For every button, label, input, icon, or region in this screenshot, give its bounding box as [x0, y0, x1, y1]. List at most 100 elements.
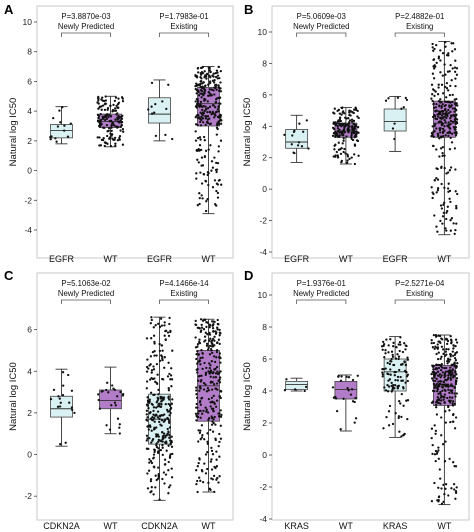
data-point	[437, 486, 440, 489]
data-point	[210, 423, 214, 426]
data-point	[169, 330, 172, 334]
box-iqr	[285, 129, 309, 149]
comparison-label: Existing	[406, 289, 433, 298]
data-point	[156, 450, 160, 453]
data-point	[106, 142, 109, 145]
data-point	[206, 348, 210, 351]
data-points	[430, 333, 459, 505]
data-point	[212, 474, 216, 478]
data-point	[396, 96, 400, 99]
data-point	[441, 110, 444, 113]
data-point	[450, 104, 453, 107]
data-point	[437, 334, 440, 337]
data-point	[218, 455, 221, 458]
data-point	[354, 106, 357, 109]
data-point	[212, 394, 215, 398]
data-point	[195, 419, 198, 422]
data-point	[296, 144, 300, 147]
data-point	[157, 402, 160, 406]
data-point	[200, 436, 204, 439]
data-point	[430, 377, 434, 380]
data-point	[398, 400, 401, 403]
data-point	[455, 392, 458, 395]
data-point	[152, 453, 156, 456]
data-point	[59, 443, 62, 446]
data-point	[154, 414, 157, 417]
data-point	[148, 398, 151, 401]
data-point	[117, 97, 120, 100]
data-point	[381, 367, 384, 371]
data-point	[199, 429, 202, 432]
data-point	[212, 72, 215, 75]
data-point	[434, 432, 437, 435]
data-point	[402, 106, 405, 109]
data-point	[444, 121, 447, 124]
data-point	[121, 99, 125, 103]
data-point	[339, 152, 343, 156]
data-point	[214, 376, 218, 379]
data-point	[445, 217, 448, 221]
data-point	[213, 490, 216, 494]
data-point	[452, 482, 456, 486]
data-point	[396, 379, 400, 382]
data-point	[211, 453, 215, 456]
data-point	[98, 407, 102, 410]
data-point	[352, 111, 355, 115]
data-point	[195, 92, 198, 95]
data-point	[444, 41, 447, 44]
data-point	[450, 391, 454, 395]
data-point	[161, 349, 164, 352]
data-point	[385, 338, 388, 341]
data-point	[383, 386, 386, 389]
box-wt	[97, 366, 125, 435]
data-point	[214, 423, 217, 426]
data-point	[292, 130, 296, 134]
data-point	[160, 324, 164, 327]
data-point	[156, 410, 160, 413]
data-point	[455, 73, 459, 76]
data-point	[454, 190, 457, 193]
data-point	[392, 384, 395, 387]
data-point	[167, 419, 171, 423]
data-point	[194, 84, 197, 88]
data-point	[216, 183, 220, 186]
data-point	[115, 104, 118, 107]
data-point	[386, 383, 389, 387]
data-point	[61, 394, 65, 397]
data-point	[153, 420, 156, 423]
data-point	[454, 107, 457, 111]
data-point	[158, 498, 161, 501]
data-point	[213, 360, 217, 364]
data-point	[104, 99, 108, 102]
data-point	[160, 400, 163, 403]
category-label: EGFR	[49, 254, 75, 264]
data-point	[454, 491, 458, 495]
data-point	[168, 433, 171, 437]
box-iqr	[50, 395, 73, 418]
box-mutant	[383, 95, 409, 152]
data-point	[196, 362, 199, 365]
data-point	[356, 109, 359, 113]
data-point	[206, 440, 209, 443]
data-point	[198, 338, 201, 341]
data-point	[198, 202, 201, 206]
y-tick-label: -2	[24, 195, 32, 205]
data-point	[158, 359, 162, 362]
data-point	[331, 386, 335, 389]
data-point	[207, 91, 211, 94]
data-point	[435, 102, 438, 106]
comparison-label: Newly Predicted	[293, 22, 349, 31]
data-point	[206, 321, 209, 324]
data-point	[204, 108, 208, 111]
data-point	[440, 121, 444, 125]
y-tick-label: -4	[259, 247, 267, 257]
data-point	[391, 388, 394, 391]
data-point	[216, 196, 220, 199]
data-point	[112, 123, 115, 127]
data-point	[167, 387, 170, 390]
data-point	[451, 385, 454, 388]
data-point	[115, 113, 118, 116]
data-point	[455, 377, 459, 380]
data-point	[446, 209, 449, 213]
data-point	[147, 401, 150, 404]
